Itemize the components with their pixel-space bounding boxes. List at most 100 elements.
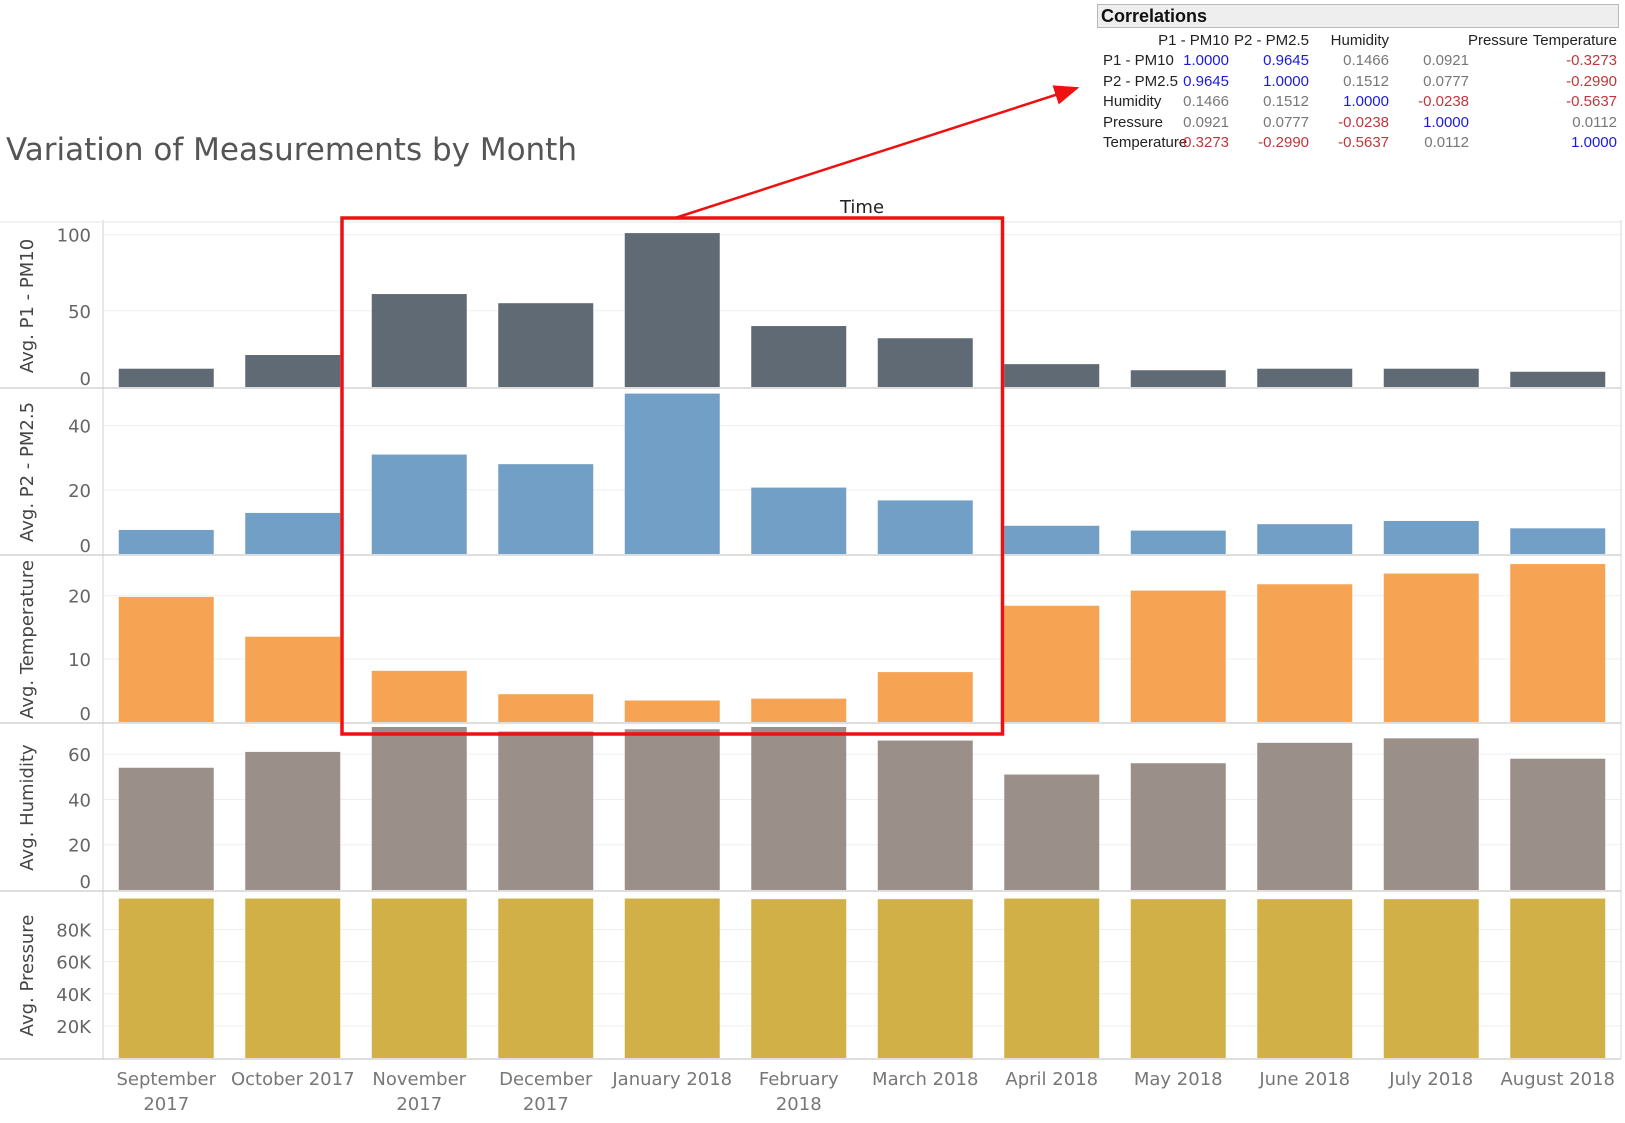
corr-col-temperature: Temperature: [1532, 32, 1617, 49]
bar: [624, 898, 720, 1058]
corr-row-label: Pressure: [1103, 113, 1164, 131]
bar: [751, 727, 847, 890]
x-tick-label: August 2018: [1500, 1069, 1615, 1090]
corr-cell: -0.3273: [1178, 134, 1229, 151]
bar: [1510, 898, 1606, 1058]
corr-cell: 0.1466: [1183, 93, 1229, 110]
x-tick-label: November 2017: [372, 1069, 466, 1115]
bar: [1004, 605, 1100, 722]
bar: [498, 694, 594, 722]
corr-row-label: P1 - PM10: [1103, 52, 1174, 69]
bar: [245, 898, 341, 1058]
y-tick-label: 40K: [56, 985, 92, 1006]
bar: [1383, 368, 1479, 387]
column-header-time: Time: [839, 197, 884, 218]
bar: [1383, 573, 1479, 722]
corr-cell: 1.0000: [1183, 52, 1229, 69]
bar: [1257, 899, 1353, 1058]
x-tick-label: April 2018: [1005, 1069, 1098, 1090]
bar: [371, 898, 467, 1058]
chart-title: Variation of Measurements by Month: [6, 132, 577, 168]
highlight-layer: [340, 85, 1080, 736]
corr-cell: -0.5637: [1338, 134, 1389, 151]
x-tick-label: June 2018: [1258, 1069, 1350, 1090]
bar: [118, 596, 214, 722]
y-axis-label: Avg. P1 - PM10: [17, 239, 38, 373]
y-tick-label: 20: [68, 481, 91, 502]
bar: [1510, 371, 1606, 387]
corr-cell: -0.3273: [1566, 52, 1617, 69]
corr-cell: 0.0921: [1423, 52, 1469, 69]
bar: [1130, 763, 1226, 890]
corr-cell: -0.2990: [1566, 72, 1617, 90]
bar: [751, 487, 847, 554]
y-tick-label: 80K: [56, 921, 92, 942]
x-tick-label: July 2018: [1388, 1069, 1473, 1090]
bar: [1383, 520, 1479, 554]
corr-cell: -0.2990: [1258, 134, 1309, 151]
y-axis-label: Avg. Temperature: [17, 560, 38, 719]
corr-col-p1: P1 - PM10: [1158, 32, 1229, 49]
corr-col-pressure: Pressure: [1467, 32, 1528, 49]
bar: [751, 899, 847, 1058]
correlations-title: Correlations: [1101, 6, 1208, 26]
bar: [245, 355, 341, 387]
corr-cell: 1.0000: [1571, 134, 1617, 151]
y-tick-label: 20K: [56, 1017, 92, 1038]
corr-col-humidity: Humidity: [1330, 32, 1389, 49]
bar: [118, 898, 214, 1058]
y-tick-label: 20: [68, 836, 91, 857]
bar: [1510, 564, 1606, 722]
bar: [624, 393, 720, 554]
bar: [877, 672, 973, 722]
y-tick-label: 40: [68, 417, 91, 438]
corr-cell: 0.1466: [1343, 52, 1389, 69]
y-tick-label: 40: [68, 790, 91, 811]
bar: [371, 727, 467, 890]
x-tick-label: May 2018: [1134, 1069, 1223, 1090]
bar: [371, 294, 467, 387]
grid-layer: [103, 234, 1621, 1027]
corr-cell: 0.1512: [1263, 93, 1309, 110]
bar: [1004, 774, 1100, 890]
y-axis-label: Avg. Pressure: [17, 915, 38, 1037]
x-tick-label: January 2018: [611, 1069, 732, 1090]
bar: [1383, 899, 1479, 1058]
bar: [1004, 898, 1100, 1058]
bar: [1004, 525, 1100, 554]
bar: [245, 751, 341, 890]
corr-cell: 0.0921: [1183, 113, 1229, 131]
corr-cell: -0.5637: [1566, 93, 1617, 110]
corr-cell: 0.0112: [1424, 134, 1469, 151]
bar: [498, 464, 594, 554]
y-tick-label: 100: [57, 226, 91, 247]
corr-col-p2: P2 - PM2.5: [1233, 32, 1309, 49]
x-tick-label: October 2017: [231, 1069, 355, 1090]
y-tick-label: 10: [68, 650, 91, 671]
y-tick-label: 0: [80, 369, 91, 390]
y-tick-label: 0: [80, 704, 91, 725]
y-tick-label: 20: [68, 587, 91, 608]
y-tick-label: 60: [68, 745, 91, 766]
corr-cell: 1.0000: [1263, 72, 1309, 90]
corr-cell: 0.0777: [1263, 113, 1309, 131]
corr-cell: 0.0777: [1423, 72, 1469, 90]
bar: [877, 740, 973, 890]
bar: [751, 326, 847, 387]
bars-layer: [118, 233, 1606, 1058]
corr-row-label: Humidity: [1103, 93, 1162, 110]
bar: [1257, 368, 1353, 387]
x-tick-label: March 2018: [872, 1069, 978, 1090]
bar: [624, 700, 720, 722]
bar: [371, 454, 467, 554]
bar: [371, 670, 467, 722]
corr-cell: 0.0112: [1572, 113, 1617, 131]
bar: [118, 368, 214, 387]
y-tick-label: 0: [80, 536, 91, 557]
bar: [624, 233, 720, 387]
bar: [877, 899, 973, 1058]
bar: [118, 767, 214, 890]
corr-cell: 0.9645: [1263, 52, 1309, 69]
